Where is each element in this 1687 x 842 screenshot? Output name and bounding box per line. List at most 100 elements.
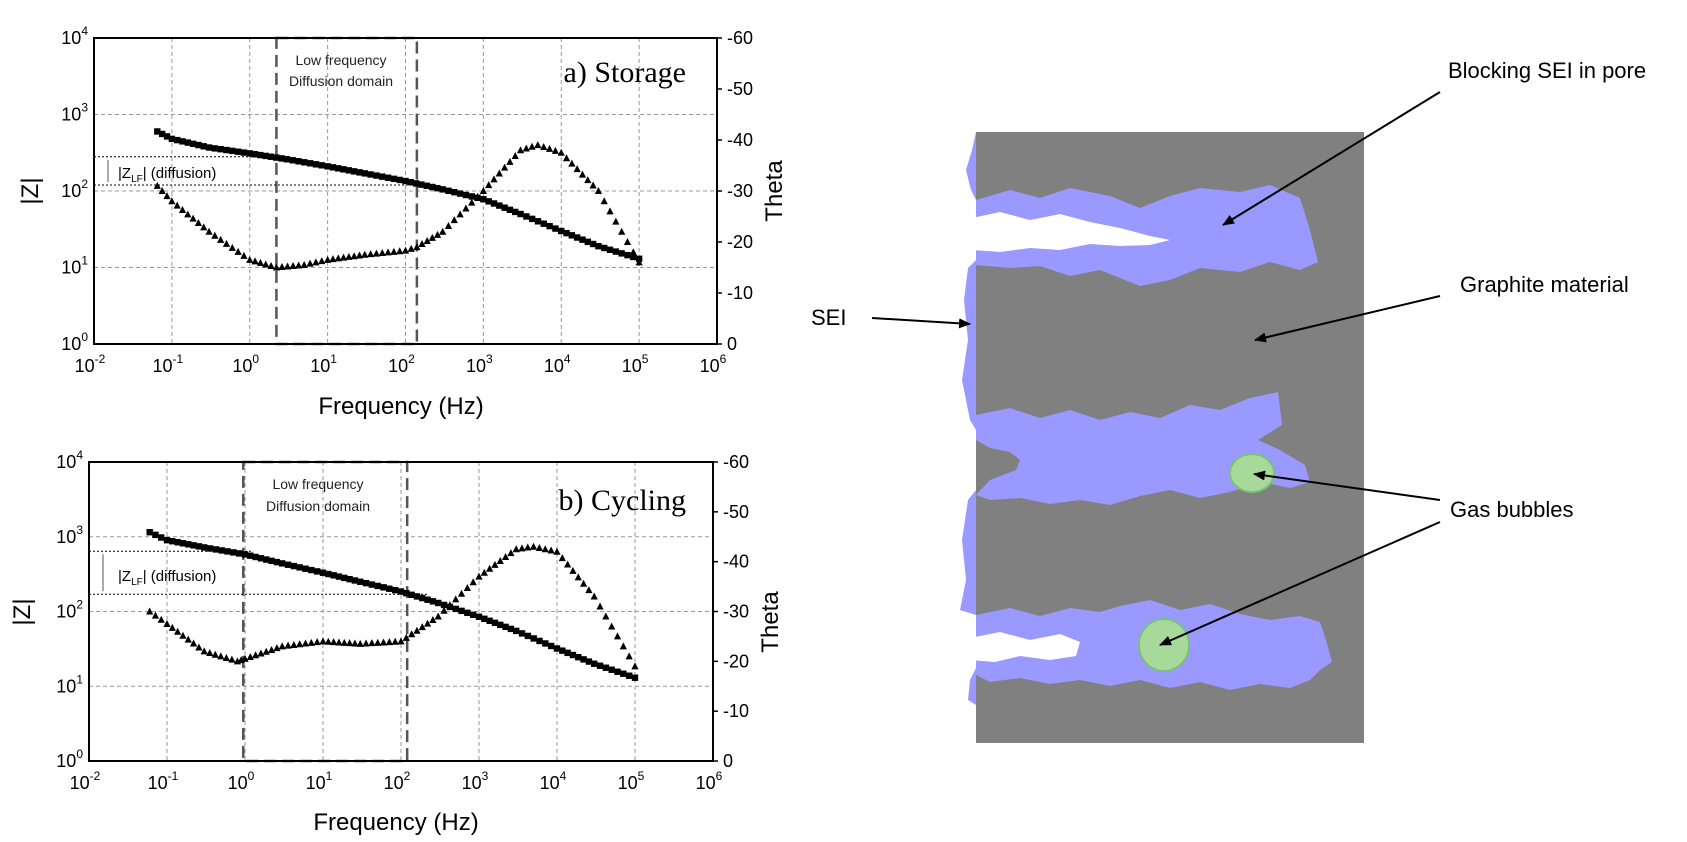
chart-a-impedance-point [462, 191, 470, 199]
chart-b-cycling: Low frequency Diffusion domain |ZLF| (di… [9, 448, 784, 836]
chart-a-phase-point [528, 142, 536, 150]
chart-b-impedance-point [368, 581, 376, 588]
chart-b-impedance-point [302, 565, 309, 572]
chart-a-phase-point [158, 187, 166, 194]
chart-b-impedance-point [542, 640, 549, 647]
chart-a-phase-point [501, 163, 509, 171]
chart-a-y-tick-label: 103 [61, 101, 88, 125]
chart-b-impedance-point [179, 540, 187, 547]
chart-a-impedance-point [234, 148, 242, 155]
chart-b-phase-point [469, 578, 477, 586]
chart-b-phase-point [211, 650, 219, 658]
chart-a-phase-point [262, 260, 270, 268]
chart-b-phase-point [330, 638, 338, 646]
chart-b-impedance-point [380, 584, 387, 591]
chart-a-phase-point [189, 214, 197, 222]
chart-b-phase-point [608, 622, 616, 630]
chart-b-phase-point [324, 637, 332, 645]
chart-b-impedance-point [241, 551, 249, 558]
chart-a-impedance-point [506, 206, 514, 214]
chart-b-y2-tick-label: -40 [723, 552, 749, 572]
arrow-gas-lower [1159, 521, 1441, 646]
chart-b-impedance-point [429, 598, 437, 605]
chart-b-impedance-point [195, 543, 203, 550]
chart-a-y2-tick-label: -10 [727, 283, 753, 303]
chart-b-phase-point [241, 654, 249, 662]
chart-a-impedance-point [546, 222, 553, 230]
chart-a-impedance-point [229, 147, 236, 155]
chart-a-y2-tick-label: -50 [727, 79, 753, 99]
chart-a-impedance-point [496, 202, 503, 209]
chart-a-phase-point [334, 254, 342, 262]
chart-a-phase-point [168, 197, 176, 205]
chart-a-impedance-point [373, 172, 380, 179]
chart-a-phase-point [584, 176, 592, 184]
chart-a-y2-tick-label: 0 [727, 334, 737, 354]
chart-b-phase-point [558, 554, 566, 562]
chart-a-impedance-point [329, 164, 337, 171]
chart-a-phase-point [462, 204, 470, 212]
chart-a-phase-point [278, 262, 286, 270]
gas-bubble-upper [1229, 453, 1275, 493]
chart-b-impedance-point [330, 572, 337, 579]
chart-b-phase-point [619, 642, 627, 650]
chart-a-phase-point [355, 251, 364, 259]
chart-a-phase-point [418, 240, 426, 248]
chart-b-impedance-point [580, 656, 587, 663]
chart-a-x-tick-label: 10-2 [75, 352, 106, 376]
chart-a-y-tick-label: 100 [61, 330, 88, 354]
chart-a-impedance-point [579, 236, 586, 243]
chart-b-x-tick-label: 106 [696, 769, 723, 793]
chart-b-impedance-point [190, 542, 197, 549]
label-gas-bubbles: Gas bubbles [1450, 497, 1574, 522]
pore-void-bottom [970, 632, 1080, 662]
chart-b-impedance-point [146, 529, 153, 536]
chart-a-impedance-point [211, 145, 219, 152]
chart-a-phase-point [163, 192, 171, 200]
chart-a-phase-point [551, 146, 559, 154]
chart-b-impedance-point [481, 615, 488, 622]
chart-b-phase-point [518, 544, 526, 552]
chart-a-xlabel: Frequency (Hz) [318, 393, 483, 420]
chart-a-phase-point [153, 181, 161, 189]
chart-b-impedance-point [513, 627, 520, 635]
chart-a-phase-point [350, 252, 358, 260]
chart-b-phase-point [189, 639, 198, 647]
chart-a-impedance-point [434, 184, 441, 192]
chart-a-phase-point [194, 219, 203, 227]
chart-a-impedance-point [624, 251, 631, 259]
chart-a-impedance-point [595, 242, 602, 250]
chart-a-impedance-point [205, 144, 213, 151]
chart-b-impedance-point [169, 538, 176, 545]
chart-a-impedance-point [523, 213, 530, 220]
chart-a-phase-point [289, 261, 297, 269]
chart-a-y2-tick-label: -40 [727, 130, 753, 150]
chart-a-phase-point [295, 261, 303, 269]
chart-a-phase-point [468, 198, 476, 206]
chart-a-impedance-point [584, 238, 591, 246]
chart-a-impedance-point [540, 220, 547, 227]
chart-b-xlabel: Frequency (Hz) [313, 809, 478, 836]
chart-b-phase-point [564, 560, 572, 568]
chart-b-phase-point [397, 637, 405, 645]
label-sei: SEI [811, 305, 846, 330]
chart-b-phase-point [569, 566, 577, 574]
chart-a-phase-point [516, 146, 525, 154]
chart-a-impedance-point [480, 196, 487, 203]
chart-a-y-tick-label: 102 [61, 177, 88, 201]
chart-b-y-tick-label: 104 [56, 448, 83, 472]
chart-a-phase-point [345, 252, 353, 260]
arrow-gas-upper [1253, 470, 1441, 501]
chart-a-impedance-point [468, 193, 475, 200]
chart-a-impedance-point [306, 160, 314, 167]
chart-a-phase-point [495, 169, 503, 177]
chart-a-impedance-point [412, 180, 420, 187]
chart-a-phase-point [312, 258, 320, 266]
chart-b-impedance-point [413, 593, 421, 600]
chart-b-impedance-point [185, 541, 192, 548]
chart-b-impedance-point [290, 562, 298, 570]
chart-b-ticks: 10-2 10-1 100 101 102 103 104 105 106 100 101 102 10… [56, 448, 749, 793]
chart-a-phase-point [256, 258, 265, 266]
chart-b-phase-point [362, 639, 370, 647]
chart-b-phase-point [457, 589, 466, 597]
